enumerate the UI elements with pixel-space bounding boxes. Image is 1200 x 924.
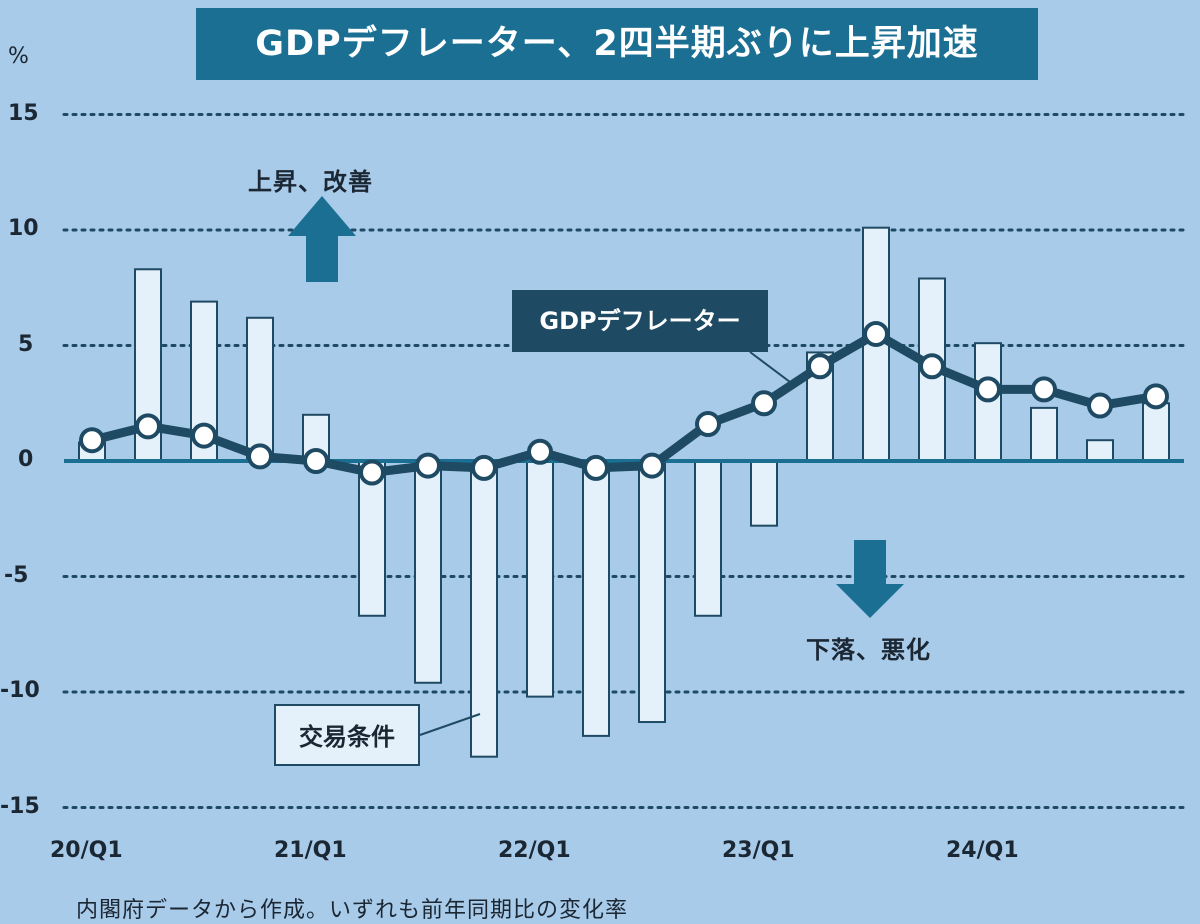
data-point — [807, 353, 833, 380]
bar — [470, 460, 498, 758]
x-tick-label: 23/Q1 — [722, 838, 795, 863]
data-point — [919, 353, 945, 380]
data-point — [863, 320, 889, 347]
chart-title: GDPデフレーター、2四半期ぶりに上昇加速 — [196, 8, 1038, 80]
down-annotation: 下落、悪化 — [806, 636, 931, 664]
data-point — [191, 422, 217, 449]
legend-terms-of-trade: 交易条件 — [274, 704, 420, 766]
bar — [694, 460, 722, 617]
bar — [526, 460, 554, 698]
bar — [1030, 406, 1058, 462]
data-point — [303, 448, 329, 474]
down-arrow-icon — [836, 540, 904, 618]
bar — [750, 460, 778, 527]
data-point — [415, 452, 441, 479]
bar — [246, 316, 274, 462]
data-point — [975, 376, 1001, 403]
x-tick-label: 22/Q1 — [498, 838, 571, 863]
data-point — [639, 452, 665, 479]
bar — [638, 460, 666, 724]
data-point — [471, 454, 497, 481]
data-point — [247, 443, 273, 470]
bar — [582, 460, 610, 737]
data-point — [1031, 376, 1057, 403]
up-arrow-icon — [288, 196, 356, 282]
x-tick-label: 21/Q1 — [274, 838, 347, 863]
bar — [1142, 402, 1170, 462]
up-annotation: 上昇、改善 — [248, 168, 373, 196]
y-tick-label: 5 — [18, 332, 34, 357]
leader-line — [749, 351, 791, 383]
bar — [414, 460, 442, 684]
y-tick-label: 10 — [8, 216, 39, 241]
data-point — [1143, 383, 1169, 410]
x-tick-label: 20/Q1 — [50, 838, 123, 863]
data-point — [751, 390, 777, 417]
data-point — [79, 427, 105, 454]
source-note: 内閣府データから作成。いずれも前年同期比の変化率 — [76, 898, 629, 923]
x-tick-label: 24/Q1 — [946, 838, 1019, 863]
data-point — [695, 411, 721, 438]
legend-gdp-deflator: GDPデフレーター — [512, 290, 768, 352]
leader-line — [419, 713, 481, 736]
data-point — [583, 454, 609, 481]
y-tick-label: -5 — [4, 563, 29, 588]
bar — [1086, 439, 1114, 462]
data-point — [527, 438, 553, 465]
y-tick-label: 15 — [8, 101, 39, 126]
y-axis-unit: % — [8, 44, 29, 69]
data-point — [1087, 392, 1113, 419]
data-point — [135, 413, 161, 440]
y-tick-label: 0 — [18, 447, 34, 472]
data-point — [359, 459, 385, 486]
y-tick-label: -10 — [0, 678, 40, 703]
y-tick-label: -15 — [0, 794, 40, 819]
